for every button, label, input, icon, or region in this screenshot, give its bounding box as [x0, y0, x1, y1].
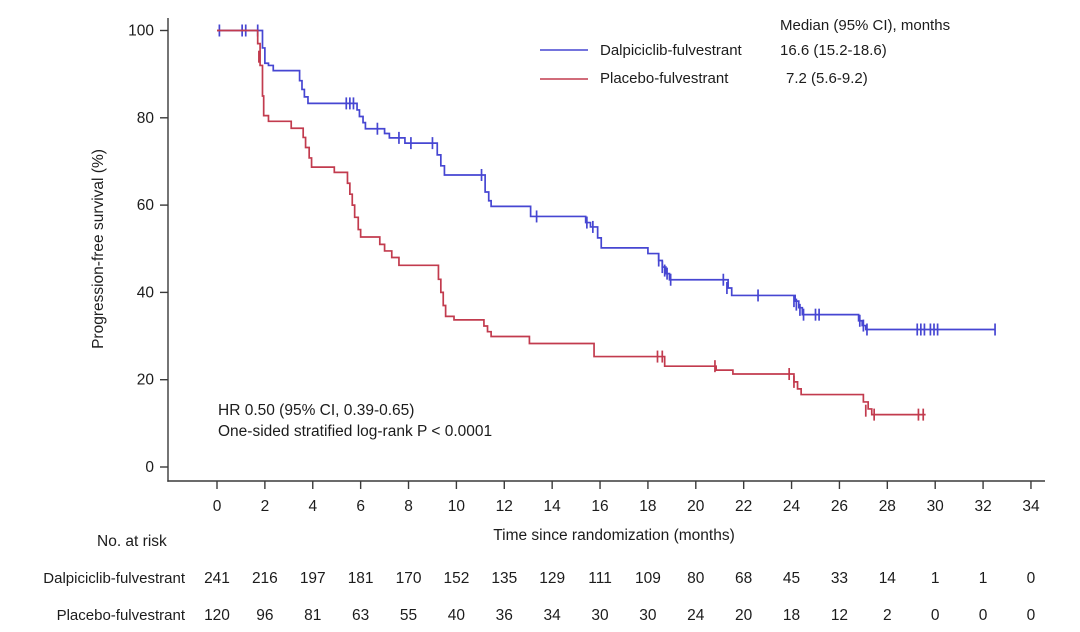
- at-risk-count: 34: [543, 607, 561, 624]
- at-risk-count: 2: [883, 607, 892, 624]
- at-risk-count: 135: [491, 570, 518, 587]
- at-risk-count: 96: [256, 607, 274, 624]
- at-risk-count: 111: [588, 570, 612, 587]
- y-tick-label: 0: [145, 459, 154, 476]
- x-tick-label: 20: [687, 498, 705, 515]
- legend-median-placebo: 7.2 (5.6-9.2): [786, 70, 868, 87]
- at-risk-count: 129: [539, 570, 566, 587]
- at-risk-count: 0: [978, 607, 988, 624]
- at-risk-count: 20: [735, 607, 753, 624]
- at-risk-count: 80: [687, 570, 705, 587]
- hr-annotation: HR 0.50 (95% CI, 0.39-0.65): [218, 402, 415, 419]
- at-risk-count: 241: [204, 570, 230, 587]
- at-risk-count: 12: [830, 607, 849, 624]
- at-risk-count: 0: [930, 607, 940, 624]
- x-tick-label: 4: [308, 498, 317, 515]
- legend-line-placebo: [540, 78, 588, 80]
- at-risk-row-label-placebo: Placebo-fulvestrant: [56, 607, 185, 624]
- at-risk-count: 152: [443, 570, 470, 587]
- x-tick-label: 6: [356, 498, 365, 515]
- x-tick-label: 0: [213, 498, 222, 515]
- at-risk-count: 33: [830, 570, 849, 587]
- x-tick-label: 32: [974, 498, 991, 515]
- x-axis-title: Time since randomization (months): [493, 527, 735, 544]
- at-risk-header: No. at risk: [97, 533, 167, 550]
- x-tick-label: 34: [1022, 498, 1040, 515]
- survival-curve-dalpiciclib: [217, 29, 996, 331]
- at-risk-counts-placebo: 120 96 81 63 55 40 36 34 30 30 24 20 18 12 2 0 0 0: [0, 607, 1080, 627]
- legend-line-dalpiciclib: [540, 49, 588, 51]
- at-risk-count: 181: [347, 570, 374, 587]
- x-tick-label: 12: [496, 498, 513, 515]
- at-risk-count: 40: [447, 607, 466, 624]
- at-risk-count: 36: [495, 607, 513, 624]
- x-tick-label: 30: [927, 498, 945, 515]
- at-risk-count: 30: [591, 607, 609, 624]
- at-risk-count: 0: [1026, 570, 1036, 587]
- x-tick-label: 26: [831, 498, 848, 515]
- at-risk-count: 68: [735, 570, 753, 587]
- x-tick-label: 16: [591, 498, 608, 515]
- y-tick-label: 100: [128, 23, 154, 40]
- survival-curve-placebo: [217, 29, 926, 416]
- at-risk-count: 120: [204, 607, 230, 624]
- y-tick-label: 20: [137, 372, 155, 389]
- at-risk-counts-dalpiciclib: 241 216 197 181 170 152 135 129 111 109 80 68 45 33 14…: [0, 570, 1080, 590]
- legend-median-dalpiciclib: 16.6 (15.2-18.6): [780, 42, 887, 59]
- at-risk-count: 0: [1026, 607, 1036, 624]
- at-risk-count: 216: [251, 570, 278, 587]
- x-tick-label: 10: [448, 498, 466, 515]
- legend-label-dalpiciclib: Dalpiciclib-fulvestrant: [600, 42, 742, 59]
- at-risk-count: 24: [687, 607, 705, 624]
- at-risk-count: 1: [978, 570, 988, 587]
- at-risk-row-label-dalpiciclib: Dalpiciclib-fulvestrant: [43, 570, 185, 587]
- x-tick-label: 24: [783, 498, 801, 515]
- at-risk-count: 30: [639, 607, 657, 624]
- at-risk-count: 197: [299, 570, 326, 587]
- at-risk-count: 18: [782, 607, 801, 624]
- at-risk-count: 63: [352, 607, 370, 624]
- at-risk-count: 14: [878, 570, 896, 587]
- pvalue-annotation: One-sided stratified log-rank P < 0.0001: [218, 423, 493, 440]
- at-risk-count: 81: [304, 607, 322, 624]
- x-tick-label: 28: [879, 498, 896, 515]
- x-tick-label: 14: [544, 498, 562, 515]
- legend-label-placebo: Placebo-fulvestrant: [600, 70, 729, 87]
- at-risk-count: 109: [634, 570, 661, 587]
- at-risk-count: 55: [399, 607, 418, 624]
- x-tick-label: 22: [735, 498, 752, 515]
- at-risk-count: 170: [395, 570, 422, 587]
- x-tick-label: 8: [404, 498, 413, 515]
- legend-header: Median (95% CI), months: [780, 17, 951, 34]
- y-tick-label: 80: [137, 110, 155, 127]
- at-risk-count: 45: [782, 570, 801, 587]
- x-tick-label: 2: [261, 498, 270, 515]
- y-tick-label: 40: [137, 284, 155, 301]
- at-risk-count: 1: [930, 570, 940, 587]
- y-tick-label: 60: [137, 197, 155, 214]
- y-axis-title: Progression-free survival (%): [90, 149, 107, 349]
- x-tick-label: 18: [639, 498, 656, 515]
